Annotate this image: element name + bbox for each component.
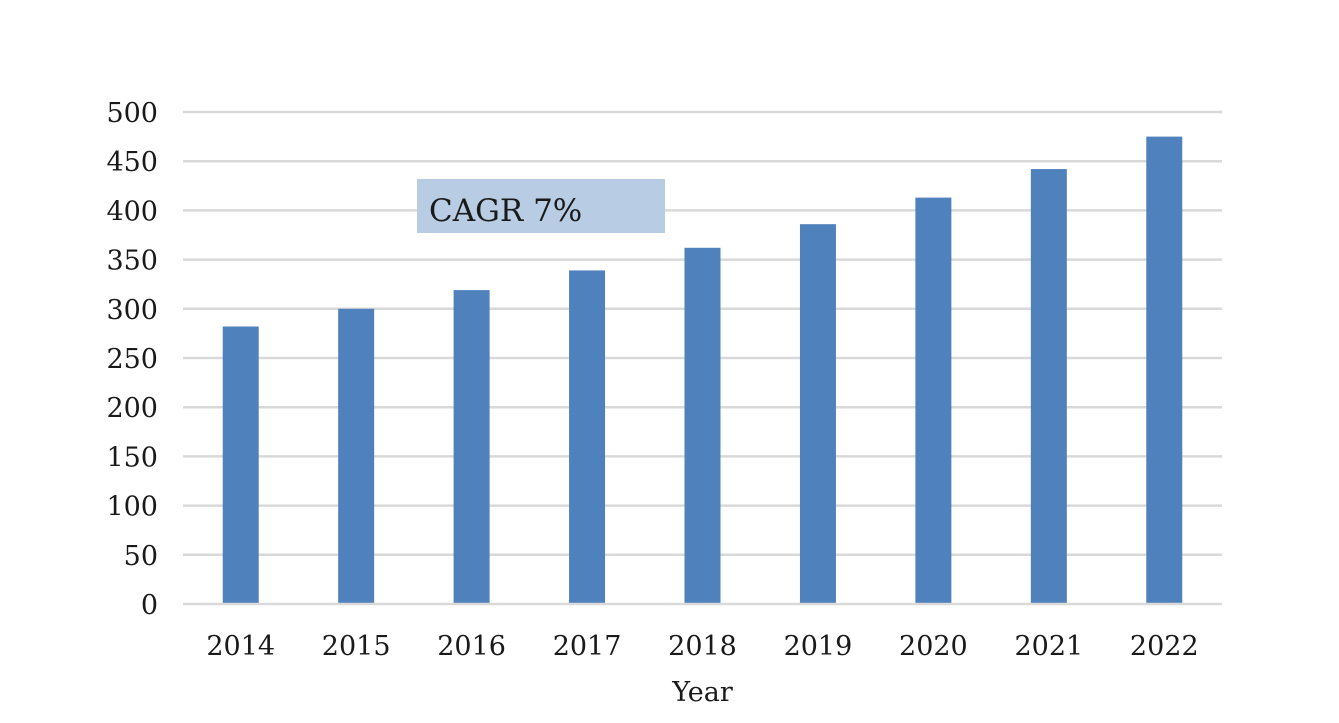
y-tick-label: 300 — [106, 295, 158, 326]
x-tick-label: 2022 — [1130, 631, 1199, 662]
y-tick-label: 50 — [124, 541, 158, 572]
x-tick-label: 2016 — [437, 631, 506, 662]
bar-2022 — [1146, 136, 1183, 604]
x-tick-label: 2020 — [899, 631, 968, 662]
y-tick-label: 250 — [106, 344, 158, 375]
bar-2016 — [453, 290, 490, 604]
y-tick-label: 350 — [106, 246, 158, 277]
y-tick-label: 0 — [141, 590, 158, 621]
y-tick-label: 100 — [106, 492, 158, 523]
x-tick-label: 2018 — [668, 631, 737, 662]
bar-2015 — [338, 308, 375, 604]
x-axis-ticks: 2014 2015 2016 2017 2018 2019 2020 2021 2022 — [206, 631, 1198, 662]
x-tick-label: 2017 — [553, 631, 622, 662]
x-tick-label: 2015 — [322, 631, 391, 662]
bar-2018 — [684, 247, 721, 605]
y-tick-label: 500 — [106, 98, 158, 129]
y-tick-label: 150 — [106, 442, 158, 473]
bar-2014 — [222, 326, 259, 604]
annotation-text: CAGR 7% — [429, 193, 582, 229]
annotation-box — [417, 179, 665, 233]
bar-2020 — [915, 197, 952, 604]
y-tick-label: 450 — [106, 147, 158, 178]
x-tick-label: 2019 — [784, 631, 853, 662]
bar-2017 — [569, 270, 606, 604]
y-tick-label: 400 — [106, 196, 158, 227]
bar-2019 — [799, 224, 836, 604]
bar-2021 — [1030, 169, 1067, 604]
x-axis-title: Year — [671, 677, 733, 708]
y-axis-ticks: 0 50 100 150 200 250 300 350 400 450 500 — [106, 98, 158, 621]
x-tick-label: 2014 — [206, 631, 275, 662]
cagr-annotation: CAGR 7% — [417, 179, 665, 233]
x-tick-label: 2021 — [1014, 631, 1083, 662]
y-tick-label: 200 — [106, 393, 158, 424]
bars — [222, 136, 1183, 605]
